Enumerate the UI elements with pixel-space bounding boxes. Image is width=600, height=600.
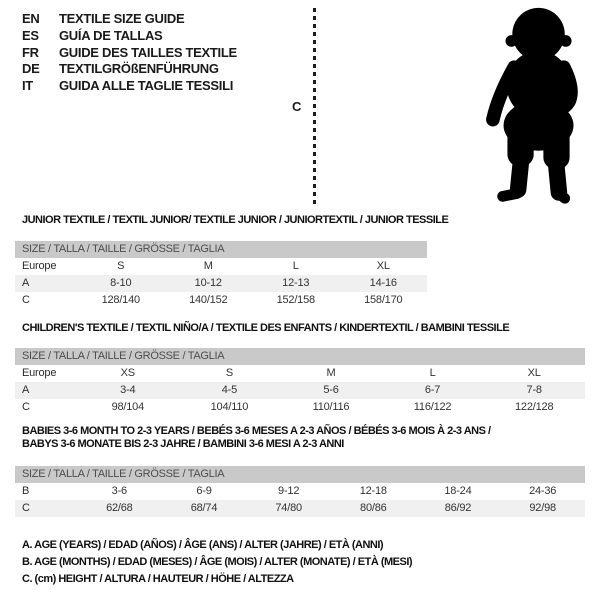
table-row: A 8-10 10-12 12-13 14-16 (15, 275, 427, 292)
size-cell: 68/74 (190, 502, 218, 514)
size-cell: 9-12 (278, 485, 300, 497)
size-cell: S (117, 260, 125, 272)
table-row: C 98/104 104/110 110/116 116/122 122/128 (15, 399, 585, 416)
row-label: B (22, 485, 30, 497)
language-code: ES (22, 27, 39, 43)
note-age-months: B. AGE (MONTHS) / EDAD (MESES) / ÂGE (MO… (22, 556, 413, 569)
header: EN TEXTILE SIZE GUIDE ES GUÍA DE TALLAS … (0, 0, 600, 210)
size-cell: 5-6 (323, 384, 339, 396)
table-title: BABIES 3-6 MONTH TO 2-3 YEARS / BEBÉS 3-… (22, 425, 491, 450)
size-cell: 18-24 (444, 485, 472, 497)
babies-size-table: B 3-6 6-9 9-12 12-18 18-24 24-36 C 62/68 68/74 74/… (15, 483, 585, 517)
table-row: C 128/140 140/152 152/158 158/170 (15, 292, 427, 309)
size-cell: 6-7 (424, 384, 441, 396)
size-cell: S (225, 367, 233, 379)
size-cell: 3-4 (120, 384, 136, 396)
size-cell: 12-13 (282, 277, 310, 289)
row-label: Europe (22, 260, 57, 272)
language-row: DE TEXTILGRÖßENFÜHRUNG (22, 61, 237, 78)
size-cell: L (292, 260, 299, 272)
height-dashed-line (313, 8, 316, 204)
section-babies-textile: BABIES 3-6 MONTH TO 2-3 YEARS / BEBÉS 3-… (15, 425, 585, 517)
size-cell: 152/158 (276, 294, 316, 306)
size-cell: 8-10 (110, 277, 132, 289)
language-title: TEXTILGRÖßENFÜHRUNG (59, 61, 219, 77)
language-row: FR GUIDE DES TAILLES TEXTILE (22, 45, 237, 62)
size-cell: 98/104 (111, 401, 145, 413)
language-list: EN TEXTILE SIZE GUIDE ES GUÍA DE TALLAS … (22, 11, 237, 95)
language-title: TEXTILE SIZE GUIDE (59, 11, 185, 26)
size-cell: XL (376, 260, 390, 272)
row-label: A (22, 277, 30, 289)
height-measurement-figure: C (292, 0, 600, 210)
size-header-bar: SIZE / TALLA / TAILLE / GRÖSSE / TAGLIA (15, 466, 585, 483)
language-code: IT (22, 78, 33, 94)
section-children-textile: CHILDREN'S TEXTILE / TEXTIL NIÑO/A / TEX… (15, 322, 585, 416)
size-cell: 4-5 (221, 384, 238, 396)
row-label: C (22, 502, 30, 514)
size-cell: 10-12 (194, 277, 222, 289)
size-cell: 7-8 (526, 384, 543, 396)
size-cell: 80/86 (360, 502, 387, 514)
table-row: Europe S M L XL (15, 258, 427, 275)
baby-silhouette-icon (486, 7, 578, 204)
size-cell: 3-6 (111, 485, 128, 497)
size-cell: 140/152 (189, 294, 228, 306)
language-row: IT GUIDA ALLE TAGLIE TESSILI (22, 78, 237, 95)
table-title: CHILDREN'S TEXTILE / TEXTIL NIÑO/A / TEX… (22, 322, 510, 334)
row-label: C (22, 401, 30, 413)
size-cell: 24-36 (529, 485, 557, 497)
size-cell: 14-16 (369, 277, 397, 289)
size-cell: XL (527, 367, 541, 379)
size-tables: JUNIOR TEXTILE / TEXTIL JUNIOR/ TEXTILE … (15, 210, 585, 589)
language-code: DE (22, 61, 40, 77)
size-cell: 158/170 (364, 294, 403, 306)
table-row: Europe XS S M L XL (15, 365, 585, 382)
junior-size-table: Europe S M L XL A 8-10 10-12 12-13 14-16 C 128/140 1… (15, 258, 427, 309)
size-cell: L (429, 367, 436, 379)
table-title: JUNIOR TEXTILE / TEXTIL JUNIOR/ TEXTILE … (22, 214, 449, 226)
size-cell: 12-18 (359, 485, 387, 497)
children-size-table: Europe XS S M L XL A 3-4 4-5 5-6 6-7 7-8 C 98/104 104/… (15, 365, 585, 416)
language-title: GUIDE DES TAILLES TEXTILE (59, 44, 237, 60)
language-code: FR (22, 44, 39, 60)
language-code: EN (22, 11, 40, 26)
language-row: ES GUÍA DE TALLAS (22, 28, 237, 45)
size-header-bar: SIZE / TALLA / TAILLE / GRÖSSE / TAGLIA (15, 241, 427, 258)
size-cell: 128/140 (101, 294, 141, 306)
table-row: A 3-4 4-5 5-6 6-7 7-8 (15, 382, 585, 399)
height-measure-label: C (292, 99, 302, 114)
size-cell: 104/110 (210, 401, 249, 413)
language-title: GUÍA DE TALLAS (59, 27, 163, 43)
size-cell: M (203, 260, 213, 272)
note-age-years: A. AGE (YEARS) / EDAD (AÑOS) / ÂGE (ANS)… (22, 539, 384, 551)
size-cell: 62/68 (106, 502, 133, 514)
table-row: B 3-6 6-9 9-12 12-18 18-24 24-36 (15, 483, 585, 500)
section-junior-textile: JUNIOR TEXTILE / TEXTIL JUNIOR/ TEXTILE … (15, 214, 585, 309)
size-cell: XS (120, 367, 135, 379)
size-cell: 122/128 (515, 401, 554, 413)
size-cell: M (326, 367, 336, 379)
size-cell: 74/80 (275, 502, 302, 514)
size-cell: 6-9 (196, 485, 212, 497)
size-cell: 116/122 (413, 401, 452, 413)
row-label: A (22, 384, 30, 396)
row-label: C (22, 294, 30, 306)
note-height-cm: C. (cm) HEIGHT / ALTURA / HAUTEUR / HÖHE… (22, 573, 294, 586)
row-label: Europe (22, 367, 57, 379)
language-row: EN TEXTILE SIZE GUIDE (22, 11, 237, 28)
size-cell: 92/98 (529, 502, 556, 514)
size-cell: 110/116 (312, 401, 350, 413)
size-header-bar: SIZE / TALLA / TAILLE / GRÖSSE / TAGLIA (15, 348, 585, 365)
table-row: C 62/68 68/74 74/80 80/86 86/92 92/98 (15, 500, 585, 517)
legend-notes: A. AGE (YEARS) / EDAD (AÑOS) / ÂGE (ANS)… (22, 537, 585, 589)
size-cell: 86/92 (444, 502, 472, 514)
language-title: GUIDA ALLE TAGLIE TESSILI (59, 78, 234, 94)
